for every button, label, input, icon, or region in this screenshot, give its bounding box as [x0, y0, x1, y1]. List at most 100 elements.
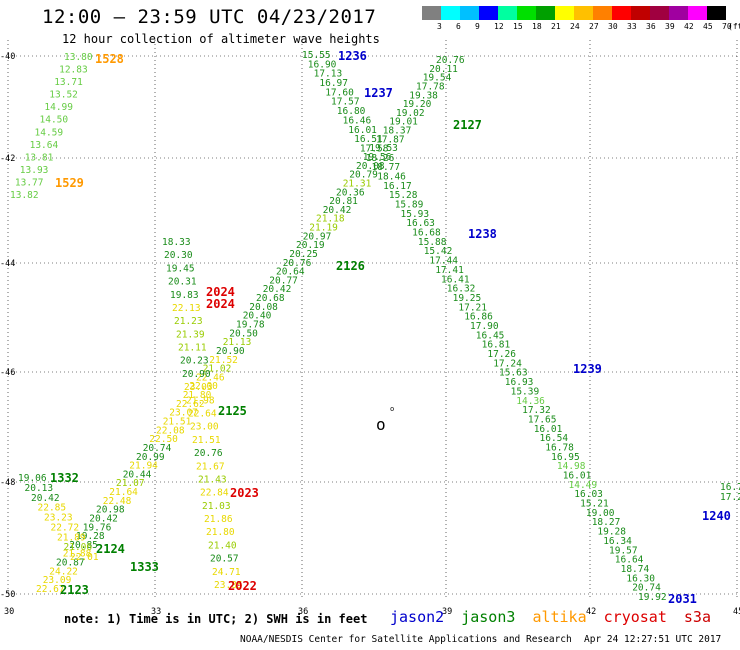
swh-value: 22.00: [189, 381, 218, 392]
swh-value: 19.38: [409, 90, 438, 101]
swh-value: 22.62: [176, 399, 205, 410]
pass-label: 2125: [218, 404, 247, 418]
swh-value: 17.57: [331, 97, 360, 108]
legend-label: 9: [475, 22, 480, 31]
swh-value: 20.76: [436, 55, 465, 66]
swh-value: 20.90: [216, 346, 245, 357]
swh-value: 19.53: [369, 143, 398, 154]
swh-value: 16.30: [626, 573, 655, 584]
swh-value: 17.24: [493, 358, 522, 369]
swh-value: 16.86: [464, 312, 493, 323]
swh-value: 15.63: [499, 368, 528, 379]
pass-label: 2124: [96, 542, 125, 556]
swh-value: 20.87: [56, 558, 85, 569]
swh-value: 19.28: [597, 527, 626, 538]
swh-value: 20.42: [263, 284, 292, 295]
swh-value: 17.44: [429, 256, 458, 267]
swh-value: 19.45: [166, 263, 195, 274]
footnote: note: 1) Time is in UTC; 2) SWH is in fe…: [64, 612, 368, 626]
swh-value: 17.13: [314, 69, 343, 80]
swh-value: 20.44: [123, 469, 152, 480]
swh-value: 21.88: [63, 549, 92, 560]
swh-value: 13.71: [54, 77, 83, 88]
swh-value: 16.63: [406, 218, 435, 229]
swh-value: 23.85: [214, 580, 243, 591]
swh-value: 22.08: [156, 425, 185, 436]
lon-tick-label: 39: [442, 607, 452, 617]
swh-value: 19.00: [586, 508, 615, 519]
swh-value: 19.01: [389, 117, 418, 128]
legend-swatch: [536, 6, 555, 20]
swh-value: 17.58: [360, 143, 389, 154]
pass-label: 2024: [206, 285, 235, 299]
swh-value: 20.68: [256, 293, 285, 304]
swh-value: 21.07: [116, 478, 145, 489]
swh-value: 16.01: [348, 125, 377, 136]
swh-value: 20.74: [143, 443, 172, 454]
swh-value: 15.93: [401, 209, 430, 220]
swh-value: 21.39: [176, 329, 205, 340]
swh-value: 13.52: [49, 90, 78, 101]
swh-value: 16.01: [534, 424, 563, 435]
lat-tick-label: -40: [0, 52, 15, 62]
legend-swatch: [422, 6, 441, 20]
swh-value: 17.41: [435, 265, 464, 276]
swh-value: 21.11: [178, 343, 207, 354]
island-marker-small: o: [390, 405, 394, 413]
legend-swatch: [555, 6, 574, 20]
sat-jason3: jason3: [461, 608, 516, 626]
swh-value: 18.37: [383, 126, 412, 137]
swh-value: 20.42: [31, 493, 60, 504]
lat-tick-label: -48: [0, 478, 15, 488]
swh-value: 21.03: [202, 501, 231, 512]
swh-value: 16.32: [447, 284, 476, 295]
swh-value: 21.19: [309, 223, 338, 234]
swh-value: 23.03: [184, 382, 213, 393]
legend-swatch: [441, 6, 460, 20]
swh-value: 14.50: [40, 115, 69, 126]
page-subtitle: 12 hour collection of altimeter wave hei…: [62, 32, 380, 46]
swh-value: 14.49: [569, 480, 598, 491]
legend-unit: (ft): [728, 22, 740, 31]
legend-label: 70: [722, 22, 732, 31]
swh-value: 21.94: [129, 461, 158, 472]
legend-swatch: [498, 6, 517, 20]
swh-value: 22.67: [36, 584, 65, 595]
swh-value: 21.52: [209, 355, 238, 366]
pass-label: 1240: [702, 509, 731, 523]
swh-value: 15.55: [302, 50, 331, 61]
footer-credit: NOAA/NESDIS Center for Satellite Applica…: [240, 634, 572, 645]
swh-value: 13.93: [20, 165, 49, 176]
swh-value: 17.65: [528, 414, 557, 425]
legend-swatch: [479, 6, 498, 20]
legend-swatch: [460, 6, 479, 20]
swh-value: 16.17: [383, 181, 412, 192]
swh-value: 24.22: [49, 566, 78, 577]
lat-tick-label: -50: [0, 590, 15, 600]
swh-value: 20.08: [249, 302, 278, 313]
swh-value: 17.32: [522, 405, 551, 416]
swh-value: 22.01: [70, 552, 99, 563]
swh-value: 16.80: [337, 106, 366, 117]
legend-label: 36: [646, 22, 656, 31]
footer-date: Apr 24 12:27:51 UTC 2017: [584, 634, 722, 645]
legend-swatch: [650, 6, 669, 20]
swh-value: 20.50: [229, 328, 258, 339]
swh-value: 21.51: [163, 417, 192, 428]
swh-value: 14.99: [44, 102, 73, 113]
lat-lon-grid: [7, 40, 740, 600]
sat-jason2: jason2: [390, 608, 445, 626]
swh-value: 21.67: [196, 461, 225, 472]
swh-value: 14.98: [557, 461, 586, 472]
swh-value: 21.51: [192, 435, 221, 446]
pass-label: 2023: [230, 486, 259, 500]
swh-value: 20.85: [69, 540, 98, 551]
swh-value: 19.06: [18, 473, 47, 484]
swh-value: 18.26: [366, 153, 395, 164]
legend-swatch: [707, 6, 726, 20]
swh-value: 20.08: [356, 161, 385, 172]
swh-value: 16.78: [545, 443, 574, 454]
legend-swatch: [631, 6, 650, 20]
swh-value: 16.81: [482, 340, 511, 351]
legend-swatch: [688, 6, 707, 20]
